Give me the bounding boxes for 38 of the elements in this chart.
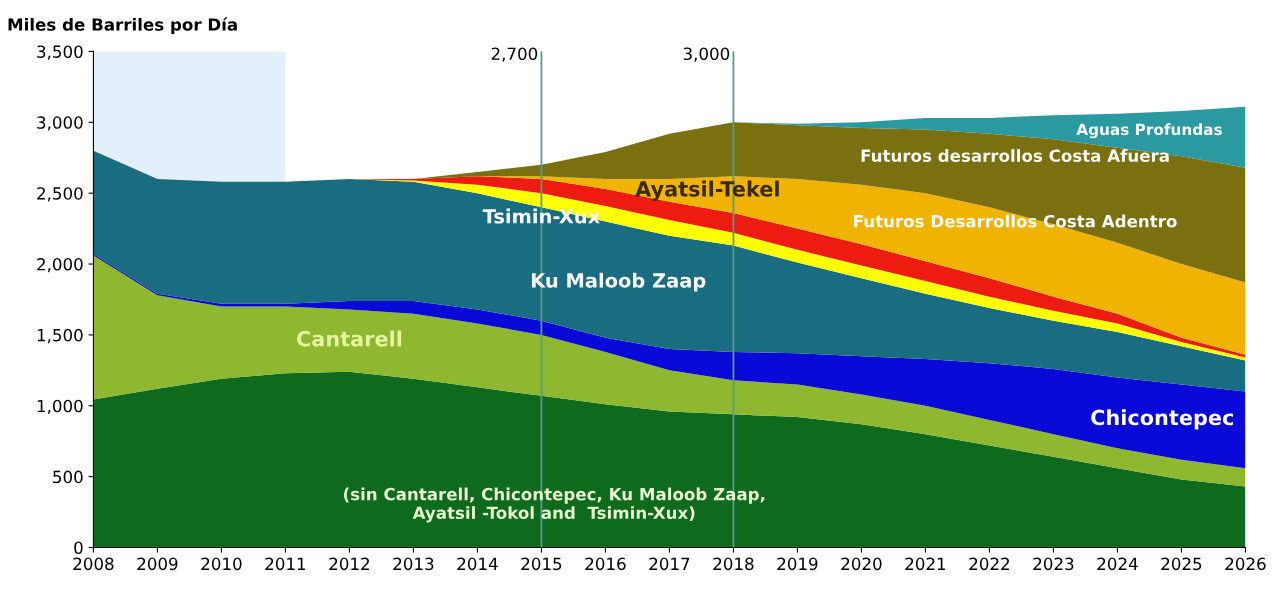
y-tick-label: 1,000 [37, 399, 83, 415]
annotation: 3,000 [683, 47, 730, 62]
series-label: Tsimin-Xux [482, 208, 600, 224]
series-label: Ku Maloob Zaap [531, 272, 706, 292]
annotation: 2,700 [491, 47, 538, 62]
series-label: Futuros desarrollos Costa Afuera [861, 149, 1169, 162]
x-tick-label: 2018 [713, 557, 754, 571]
y-tick-label: 1,500 [37, 328, 83, 344]
y-tick-label: 2,500 [37, 187, 83, 202]
series-label: Aguas Profundas [1076, 123, 1222, 139]
x-tick-label: 2016 [585, 557, 626, 571]
x-tick-label: 2020 [841, 557, 882, 571]
x-tick-label: 2013 [393, 557, 434, 571]
x-tick-label: 2011 [265, 557, 306, 571]
x-tick-label: 2026 [1225, 557, 1266, 571]
x-tick-label: 2014 [457, 557, 498, 571]
x-tick-label: 2019 [777, 557, 818, 571]
x-tick-label: 2021 [905, 557, 946, 571]
x-tick-label: 2022 [969, 557, 1009, 571]
x-tick-label: 2015 [521, 557, 562, 571]
y-tick-label: 3,000 [37, 116, 83, 131]
series-label: (sin Cantarell, Chicontepec, Ku Maloob Zaap, Ayatsil -Tokol and Tsimin-Xux) [343, 487, 765, 523]
x-tick-label: 2009 [137, 557, 178, 571]
series-label: Cantarell [297, 330, 402, 347]
y-axis-title: Miles de Barriles por Día [8, 17, 237, 35]
x-tick-label: 2017 [649, 557, 690, 571]
y-tick-label: 3,500 [37, 45, 83, 60]
x-tick-label: 2024 [1097, 557, 1138, 571]
x-tick-label: 2008 [73, 557, 114, 571]
y-tick-label: 0 [74, 541, 83, 555]
x-tick-label: 2010 [201, 557, 242, 571]
series-label: Chicontepec [1091, 409, 1233, 430]
series-label: Futuros Desarrollos Costa Adentro [854, 214, 1177, 228]
x-tick-label: 2025 [1161, 557, 1202, 571]
y-tick-label: 500 [53, 470, 83, 484]
x-tick-label: 2023 [1033, 557, 1074, 571]
x-tick-label: 2012 [329, 557, 369, 571]
y-tick-label: 2,000 [37, 258, 83, 273]
